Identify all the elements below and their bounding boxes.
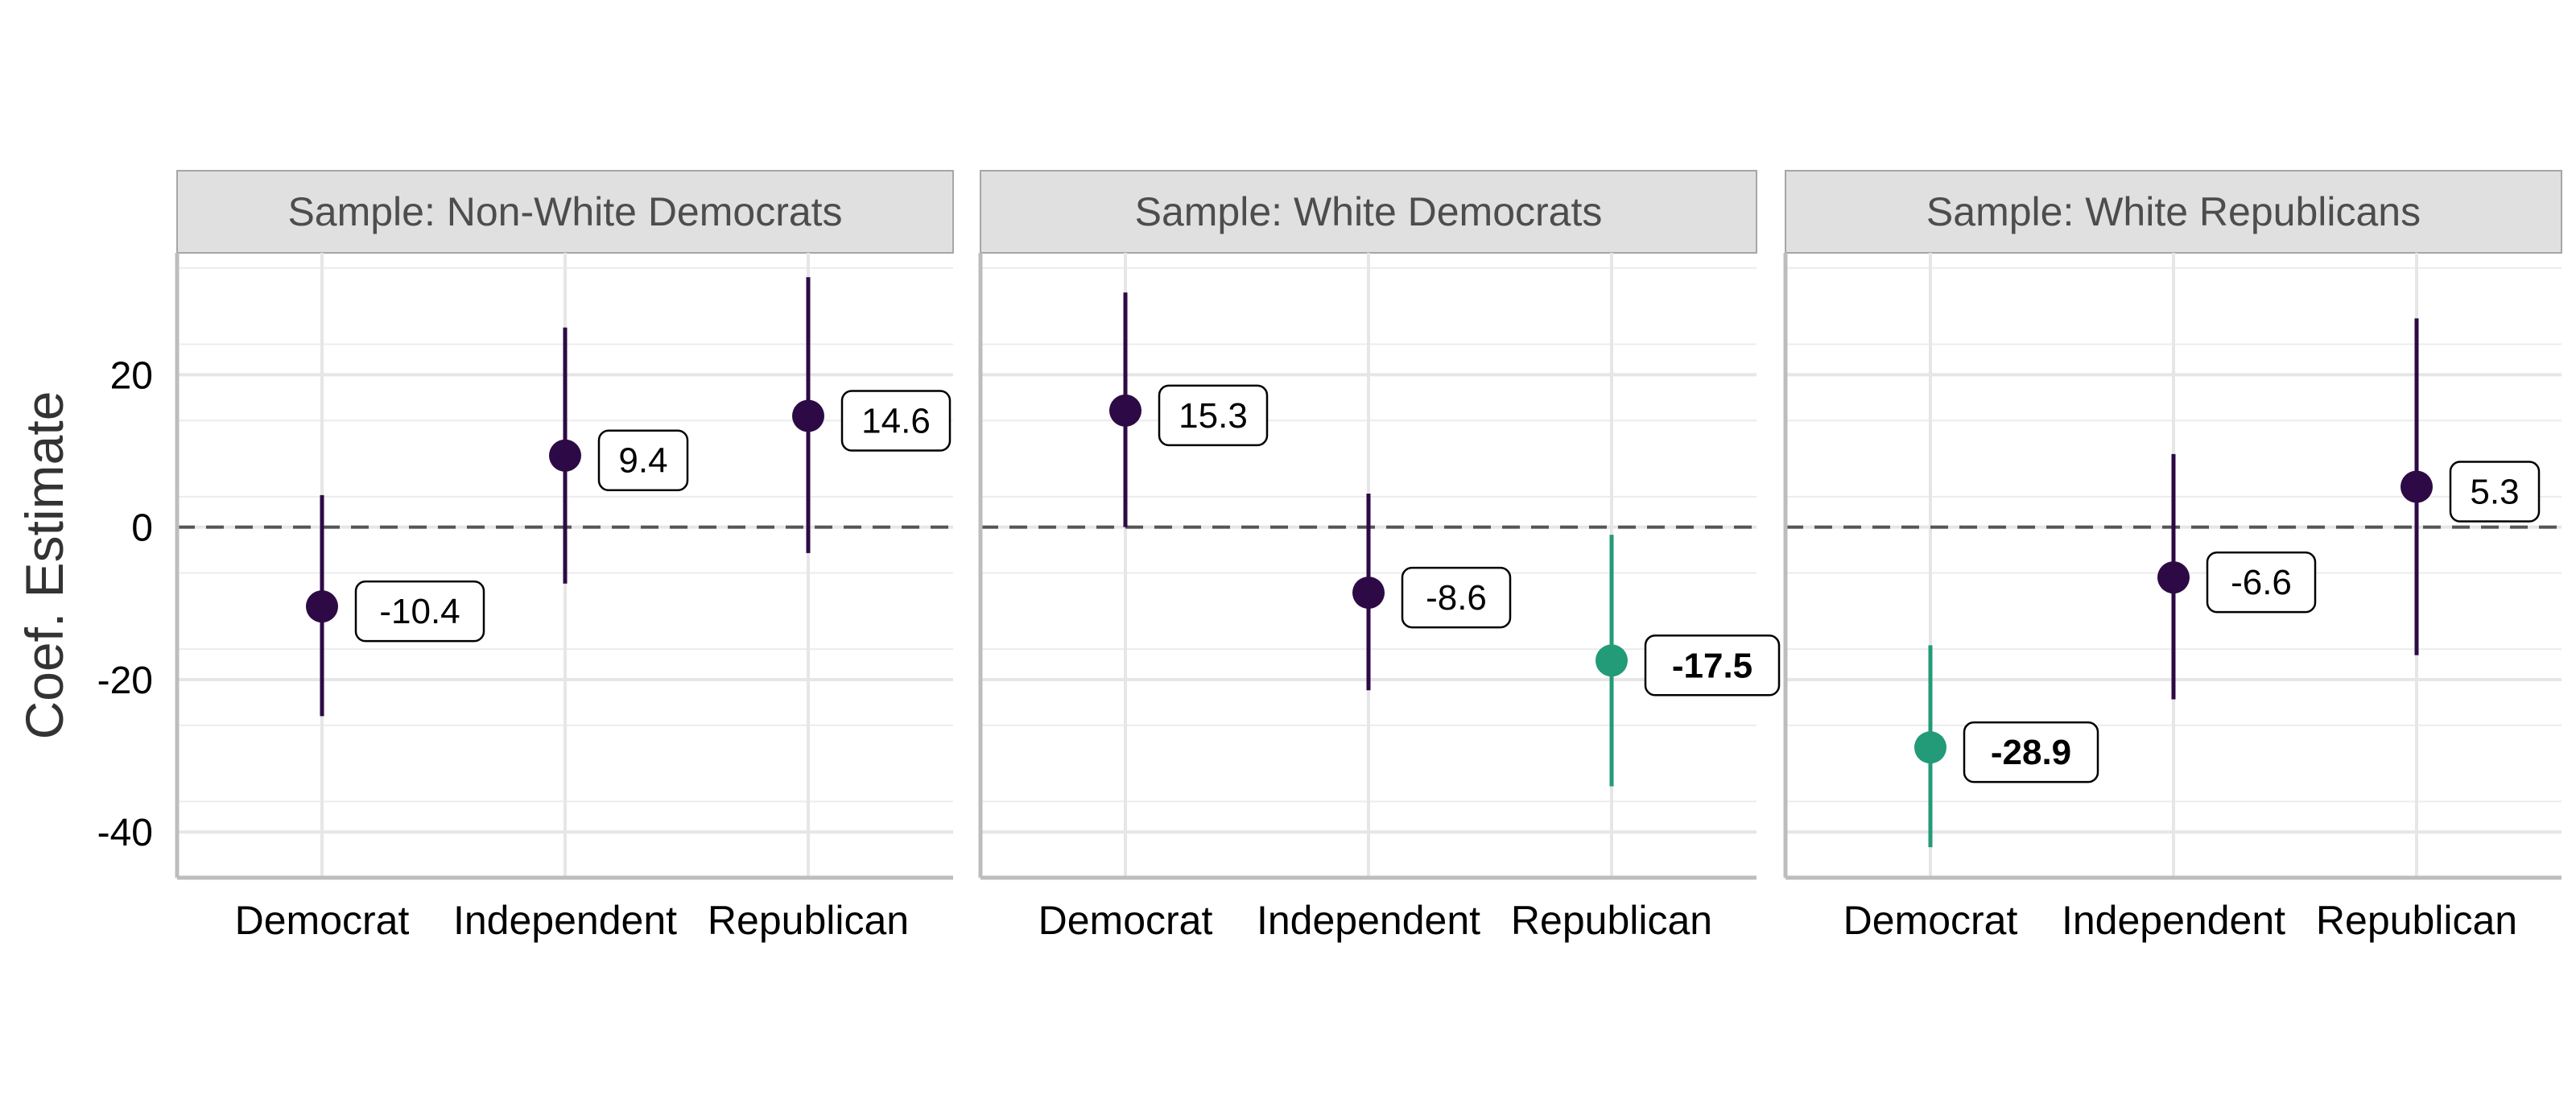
facet-title: Sample: White Republicans bbox=[1926, 189, 2421, 234]
facet-panel-3: Sample: White Republicans Democrat Indepen… bbox=[1783, 170, 2562, 943]
y-tick-label: -40 bbox=[97, 812, 153, 854]
estimate-label-box bbox=[1963, 721, 2099, 783]
point-estimate bbox=[549, 439, 581, 472]
x-tick-label: Independent bbox=[1257, 898, 1480, 943]
x-tick-label: Republican bbox=[1511, 898, 1712, 943]
point-estimate bbox=[1352, 577, 1385, 610]
estimate-label-box bbox=[1644, 635, 1781, 697]
facet-title: Sample: Non-White Democrats bbox=[287, 189, 842, 234]
point-estimate bbox=[2157, 561, 2190, 594]
estimate-label-box bbox=[354, 580, 485, 643]
point-estimate bbox=[1914, 731, 1946, 764]
y-axis-label: Coef. Estimate bbox=[14, 391, 74, 740]
facet-title: Sample: White Democrats bbox=[1135, 189, 1603, 234]
y-tick-label: 0 bbox=[131, 507, 153, 550]
estimate-label: -28.9 bbox=[1991, 733, 2071, 772]
estimate-label: 15.3 bbox=[1179, 396, 1248, 436]
estimate-label-box bbox=[2206, 551, 2317, 614]
estimate-label: -8.6 bbox=[1426, 578, 1487, 618]
facet-strip bbox=[980, 170, 1757, 254]
estimate-label-box bbox=[597, 429, 689, 491]
facet-strip bbox=[1785, 170, 2562, 254]
point-estimate bbox=[306, 590, 338, 623]
estimate-label-box bbox=[1158, 384, 1269, 447]
estimate-label-box bbox=[1401, 566, 1512, 629]
estimate-label: -6.6 bbox=[2231, 563, 2292, 602]
estimate-label: 14.6 bbox=[861, 402, 931, 441]
estimate-label: 5.3 bbox=[2470, 473, 2519, 512]
estimate-label-box bbox=[840, 390, 952, 452]
facet-panel-1: Sample: Non-White Democrats Democrat Indep… bbox=[175, 170, 954, 943]
facet-strip bbox=[176, 170, 954, 254]
point-estimate bbox=[1109, 394, 1141, 427]
estimate-label: -10.4 bbox=[379, 592, 460, 631]
x-tick-label: Democrat bbox=[235, 898, 410, 943]
y-tick-label: -20 bbox=[97, 659, 153, 702]
x-tick-label: Republican bbox=[708, 898, 909, 943]
estimate-label: -17.5 bbox=[1672, 646, 1752, 685]
x-tick-label: Democrat bbox=[1843, 898, 2018, 943]
point-estimate bbox=[1596, 644, 1628, 677]
x-tick-label: Democrat bbox=[1038, 898, 1213, 943]
x-tick-label: Republican bbox=[2316, 898, 2517, 943]
x-tick-label: Independent bbox=[453, 898, 677, 943]
y-tick-label: 20 bbox=[110, 354, 153, 397]
estimate-label: 9.4 bbox=[618, 441, 667, 481]
facet-panels: Sample: Non-White Democrats Democrat Indep… bbox=[97, 170, 2562, 943]
x-tick-label: Independent bbox=[2062, 898, 2285, 943]
point-estimate bbox=[2401, 470, 2433, 503]
point-estimate bbox=[792, 399, 824, 432]
estimate-label-box bbox=[2449, 461, 2541, 523]
facet-panel-2: Sample: White Democrats Democrat Independe… bbox=[978, 170, 1781, 943]
